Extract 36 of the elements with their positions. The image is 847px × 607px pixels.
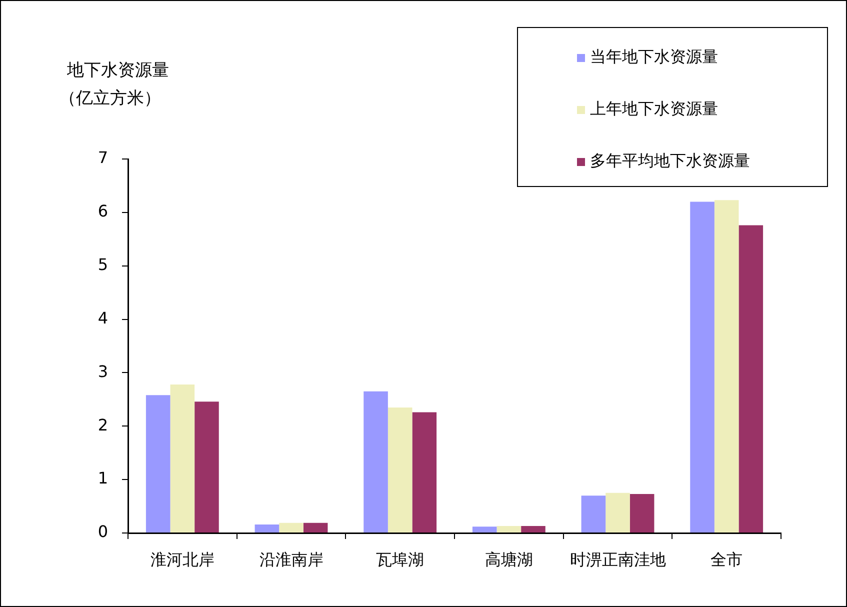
- bar: [279, 522, 304, 532]
- x-tick-label: 沿淮南岸: [259, 550, 324, 569]
- bar: [630, 494, 654, 532]
- bar: [581, 496, 606, 532]
- bar: [254, 524, 280, 532]
- bar: [412, 412, 437, 532]
- legend-label: 上年地下水资源量: [590, 99, 718, 118]
- bar: [690, 202, 714, 532]
- bar: [170, 384, 195, 532]
- y-tick-label: 3: [98, 362, 108, 381]
- bar: [303, 522, 328, 532]
- bar: [472, 526, 497, 532]
- legend-label: 当年地下水资源量: [590, 47, 718, 66]
- y-tick-label: 2: [98, 415, 108, 434]
- y-tick-label: 4: [98, 308, 108, 328]
- x-tick-label: 时淠正南洼地: [570, 550, 666, 569]
- legend-label: 多年平均地下水资源量: [590, 151, 750, 170]
- x-tick-label: 淮河北岸: [150, 550, 214, 569]
- bar: [714, 200, 739, 532]
- bar: [364, 391, 388, 532]
- bar: [496, 526, 522, 532]
- bar: [146, 395, 170, 532]
- y-axis-title: 地下水资源量（亿立方米）: [59, 60, 169, 108]
- x-tick-label: 全市: [710, 550, 743, 569]
- bar: [521, 526, 546, 532]
- x-tick-label: 瓦埠湖: [376, 550, 424, 569]
- y-tick-label: 0: [98, 522, 108, 542]
- y-tick-label: 1: [98, 468, 108, 488]
- y-tick-label: 6: [98, 202, 108, 221]
- bar: [738, 225, 764, 532]
- y-tick-label: 7: [98, 148, 108, 168]
- x-tick-label: 高塘湖: [484, 550, 533, 569]
- bar: [606, 492, 630, 532]
- bar: [388, 407, 412, 532]
- bar: [194, 402, 219, 532]
- y-tick-label: 5: [98, 255, 108, 274]
